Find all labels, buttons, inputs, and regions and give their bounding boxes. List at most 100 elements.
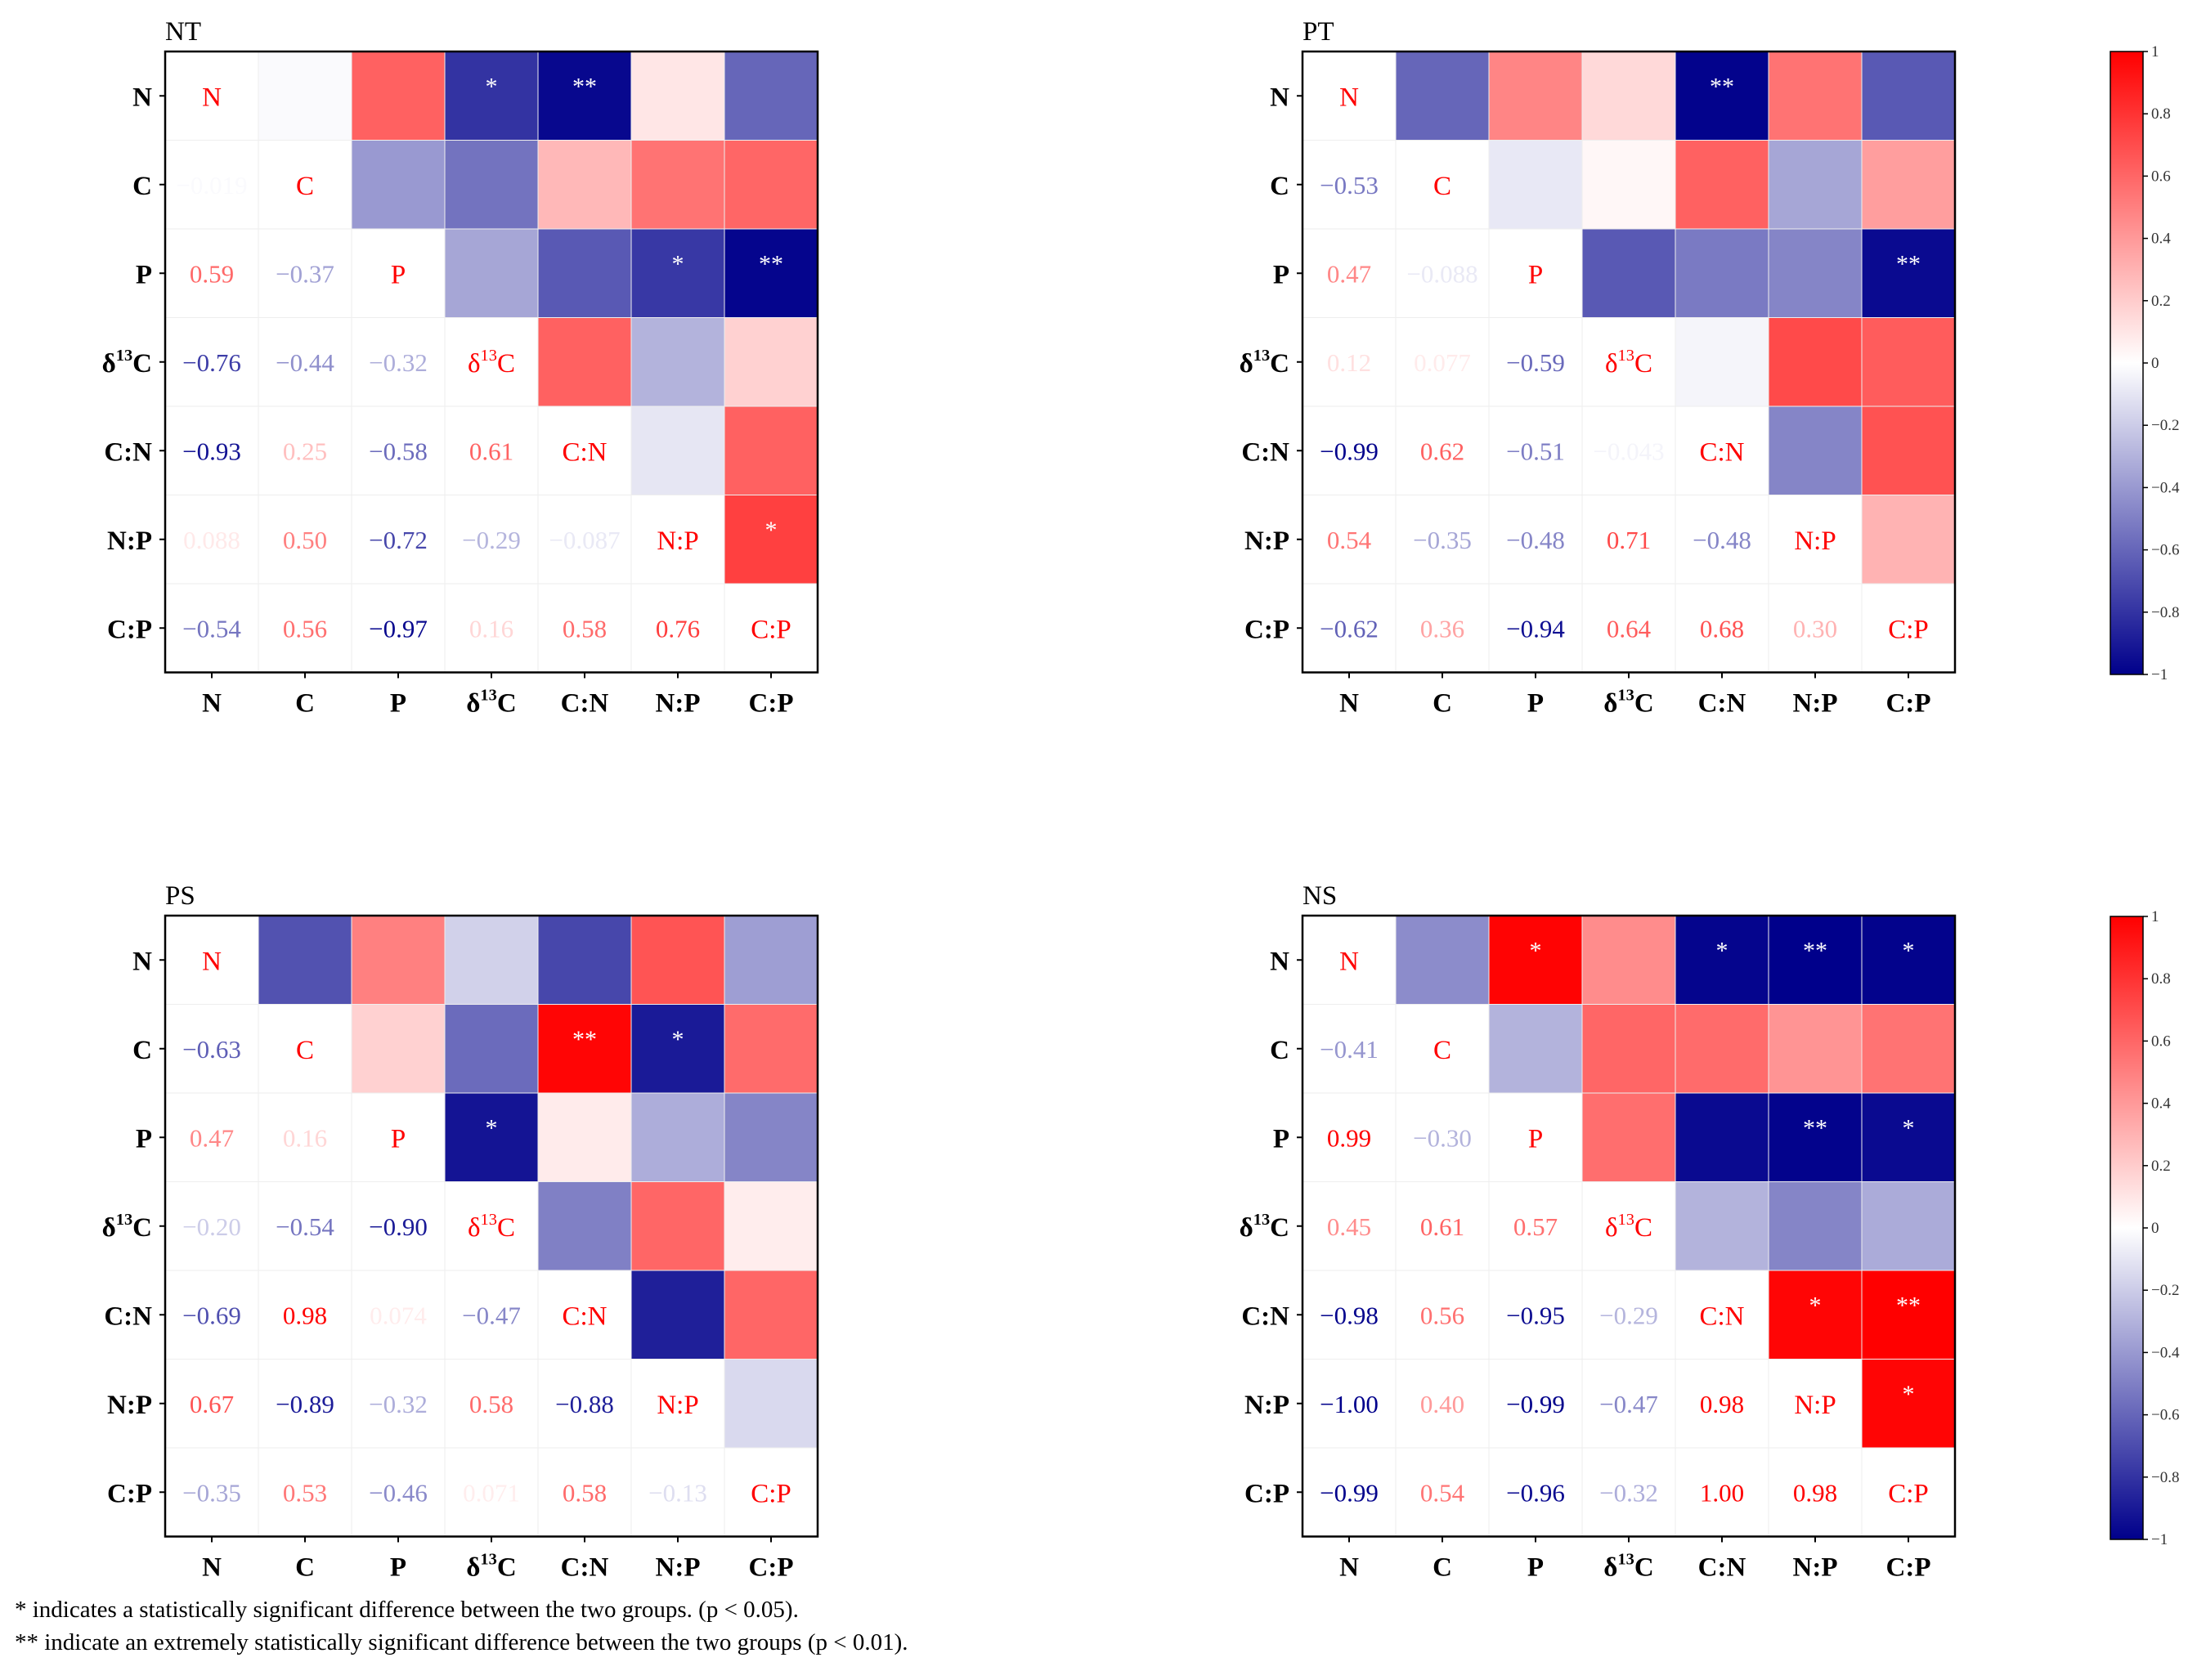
blank-cell	[1861, 1447, 1956, 1537]
coef-label-c-p-c-n: 0.58	[563, 614, 607, 643]
row-label-c: C	[132, 1036, 152, 1065]
heat-cell-c-d13c	[1581, 140, 1676, 230]
blank-cell	[351, 1270, 446, 1360]
heat-cell-n-p	[1488, 51, 1583, 141]
colorbar-tick-label: 0.2	[2151, 293, 2171, 310]
blank-cell	[164, 1447, 259, 1537]
row-label-c: C	[1270, 1036, 1289, 1065]
row-label-n-p: N:P	[107, 1391, 152, 1420]
blank-cell	[1302, 317, 1397, 407]
heat-cell-n-c-p	[1861, 915, 1956, 1005]
row-label-n-p: N:P	[1244, 526, 1289, 556]
heat-cell-c-n-n-p	[1768, 1270, 1863, 1360]
blank-cell	[164, 1181, 259, 1271]
heat-cell-d13c-c-n	[537, 1181, 632, 1271]
col-label-d13c: δ13C	[1603, 1551, 1653, 1583]
heat-cell-d13c-c-p	[724, 317, 818, 407]
colorbar-tick-label: 0	[2151, 1220, 2159, 1237]
diagonal-label: C:P	[751, 615, 791, 644]
row-label-p: P	[136, 260, 152, 289]
col-label-d13c: δ13C	[1603, 687, 1653, 719]
coef-label-n-p-p: −0.32	[369, 1390, 428, 1418]
coef-label-n-p-c-n: −0.087	[549, 526, 620, 554]
row-label-d13c: δ13C	[102, 1211, 152, 1243]
heat-cell-d13c-n-p	[1768, 317, 1863, 407]
coef-label-c-p-p: −0.97	[369, 614, 428, 643]
blank-cell	[444, 405, 539, 495]
heat-cell-c-c-p	[724, 140, 818, 230]
colorbar-gradient	[2110, 52, 2143, 674]
coef-label-c-p-n: −0.54	[182, 614, 241, 643]
diagonal-label: P	[1528, 1124, 1543, 1154]
blank-cell	[164, 1270, 259, 1360]
blank-cell	[630, 495, 725, 585]
heat-cell-c-n-p	[1768, 140, 1863, 230]
blank-cell	[1581, 317, 1676, 407]
coef-label-c-p-c: 0.36	[1420, 614, 1464, 643]
colorbar-tick-label: 0.6	[2151, 168, 2171, 185]
blank-cell	[1581, 1447, 1676, 1537]
heat-cell-c-n-c-p	[724, 405, 818, 495]
diagonal-label: N:P	[1794, 1391, 1836, 1420]
coef-label-d13c-c: −0.54	[276, 1212, 334, 1241]
blank-cell	[1302, 228, 1397, 318]
blank-cell	[537, 405, 632, 495]
blank-cell	[1395, 583, 1490, 673]
blank-cell	[1395, 1004, 1490, 1094]
coef-label-c-p-n-p: −0.13	[648, 1478, 707, 1507]
heat-cell-c-c-n	[537, 1004, 632, 1094]
panel-title: NS	[1303, 881, 1337, 911]
blank-cell	[1675, 405, 1769, 495]
coef-label-n-p-n: 0.088	[183, 526, 240, 554]
blank-cell	[1581, 1270, 1676, 1360]
coef-label-c-n-p: −0.51	[1506, 437, 1565, 465]
colorbar-tick-label: 0.2	[2151, 1158, 2171, 1175]
colorbar-tick-label: 0.4	[2151, 1095, 2171, 1113]
blank-cell	[1488, 1092, 1583, 1182]
heat-cell-d13c-c-n	[537, 317, 632, 407]
blank-cell	[1302, 1092, 1397, 1182]
row-label-c-n: C:N	[1241, 1301, 1289, 1331]
heat-cell-n-d13c	[444, 51, 539, 141]
coef-label-c-n-n: −0.99	[1320, 437, 1379, 465]
coef-label-n-p-d13c: 0.58	[469, 1390, 513, 1418]
blank-cell	[537, 1270, 632, 1360]
blank-cell	[1395, 1181, 1490, 1271]
blank-cell	[444, 1270, 539, 1360]
coef-label-c-n-d13c: −0.29	[1599, 1301, 1658, 1329]
row-label-d13c: δ13C	[1240, 1211, 1289, 1243]
heat-cell-c-n-c-p	[724, 1270, 818, 1360]
coef-label-n-p-n: −1.00	[1320, 1390, 1379, 1418]
row-label-c-p: C:P	[107, 1479, 152, 1508]
heat-cell-n-p	[1488, 915, 1583, 1005]
row-label-d13c: δ13C	[1240, 347, 1289, 379]
coef-label-d13c-n: −0.20	[182, 1212, 241, 1241]
col-label-c: C	[1433, 1553, 1452, 1583]
coef-label-p-n: 0.47	[1327, 259, 1371, 288]
row-label-c-p: C:P	[1244, 1479, 1289, 1508]
coef-label-p-n: 0.59	[190, 259, 234, 288]
heat-cell-n-c-n	[1675, 51, 1769, 141]
col-label-c-n: C:N	[1698, 689, 1746, 719]
heat-cell-n-c	[1395, 915, 1490, 1005]
heat-cell-d13c-c-p	[1861, 1181, 1956, 1271]
col-label-n: N	[202, 689, 222, 719]
diagonal-label: C	[296, 1036, 314, 1065]
coef-label-c-p-c: 0.53	[283, 1478, 327, 1507]
diagonal-label: C:P	[1888, 1479, 1929, 1508]
coef-label-c-n-d13c: −0.47	[462, 1301, 521, 1329]
col-label-d13c: δ13C	[466, 687, 516, 719]
coef-label-d13c-c: 0.61	[1420, 1212, 1464, 1241]
heat-cell-c-c-n	[1675, 1004, 1769, 1094]
blank-cell	[1395, 228, 1490, 318]
significance-star: *	[486, 1114, 498, 1141]
significance-star: **	[572, 73, 597, 100]
diagonal-label: N	[202, 947, 222, 976]
heat-cell-c-p	[1488, 1004, 1583, 1094]
heat-cell-p-c-n	[1675, 1092, 1769, 1182]
colorbar-top: 1 0.8 0.6 0.4 0.2 0 −0.2 −0.4 −0.6 −0.8 −1	[2110, 43, 2180, 683]
colorbar-tick-label: −1	[2151, 1531, 2168, 1548]
significance-star: *	[1809, 1292, 1822, 1319]
row-label-n: N	[132, 947, 152, 976]
blank-cell	[351, 583, 446, 673]
